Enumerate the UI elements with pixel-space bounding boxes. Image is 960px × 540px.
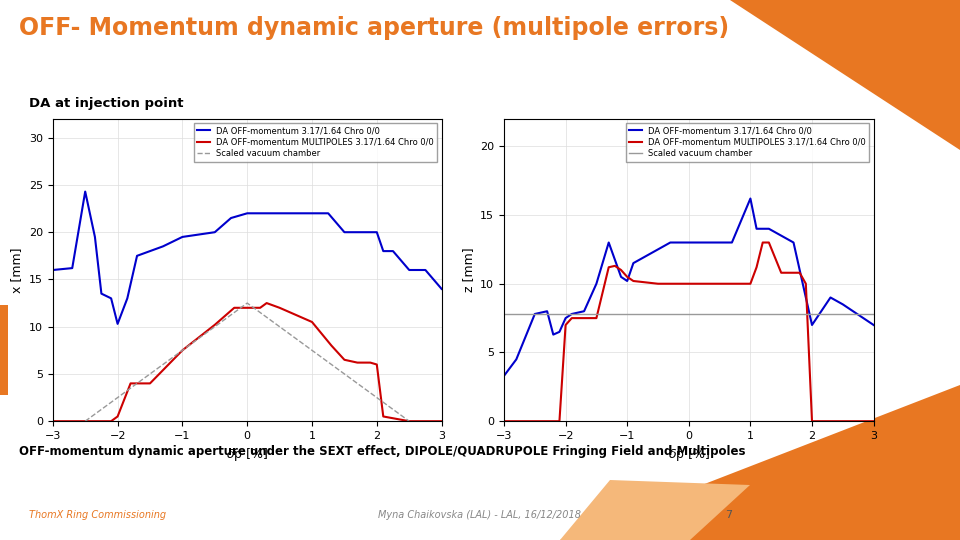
Polygon shape: [730, 0, 960, 150]
Text: Myna Chaikovska (LAL) - LAL, 16/12/2018: Myna Chaikovska (LAL) - LAL, 16/12/2018: [378, 510, 582, 521]
Polygon shape: [690, 450, 960, 540]
Text: DA at injection point: DA at injection point: [29, 97, 183, 110]
Polygon shape: [560, 385, 960, 540]
Y-axis label: x [mm]: x [mm]: [11, 247, 23, 293]
X-axis label: $\delta$p [%]: $\delta$p [%]: [668, 447, 709, 463]
Polygon shape: [820, 0, 960, 90]
Text: 7: 7: [725, 510, 732, 521]
Text: OFF-momentum dynamic aperture under the SEXT effect, DIPOLE/QUADRUPOLE Fringing : OFF-momentum dynamic aperture under the …: [19, 446, 746, 458]
Y-axis label: z [mm]: z [mm]: [462, 248, 474, 292]
Polygon shape: [560, 480, 750, 540]
Text: OFF- Momentum dynamic aperture (multipole errors): OFF- Momentum dynamic aperture (multipol…: [19, 16, 730, 40]
Text: ThomX Ring Commissioning: ThomX Ring Commissioning: [29, 510, 166, 521]
X-axis label: $\delta$p [%]: $\delta$p [%]: [227, 447, 268, 463]
Bar: [0, 305, 8, 395]
Legend: DA OFF-momentum 3.17/1.64 Chro 0/0, DA OFF-momentum MULTIPOLES 3.17/1.64 Chro 0/: DA OFF-momentum 3.17/1.64 Chro 0/0, DA O…: [194, 123, 438, 161]
Legend: DA OFF-momentum 3.17/1.64 Chro 0/0, DA OFF-momentum MULTIPOLES 3.17/1.64 Chro 0/: DA OFF-momentum 3.17/1.64 Chro 0/0, DA O…: [626, 123, 870, 161]
